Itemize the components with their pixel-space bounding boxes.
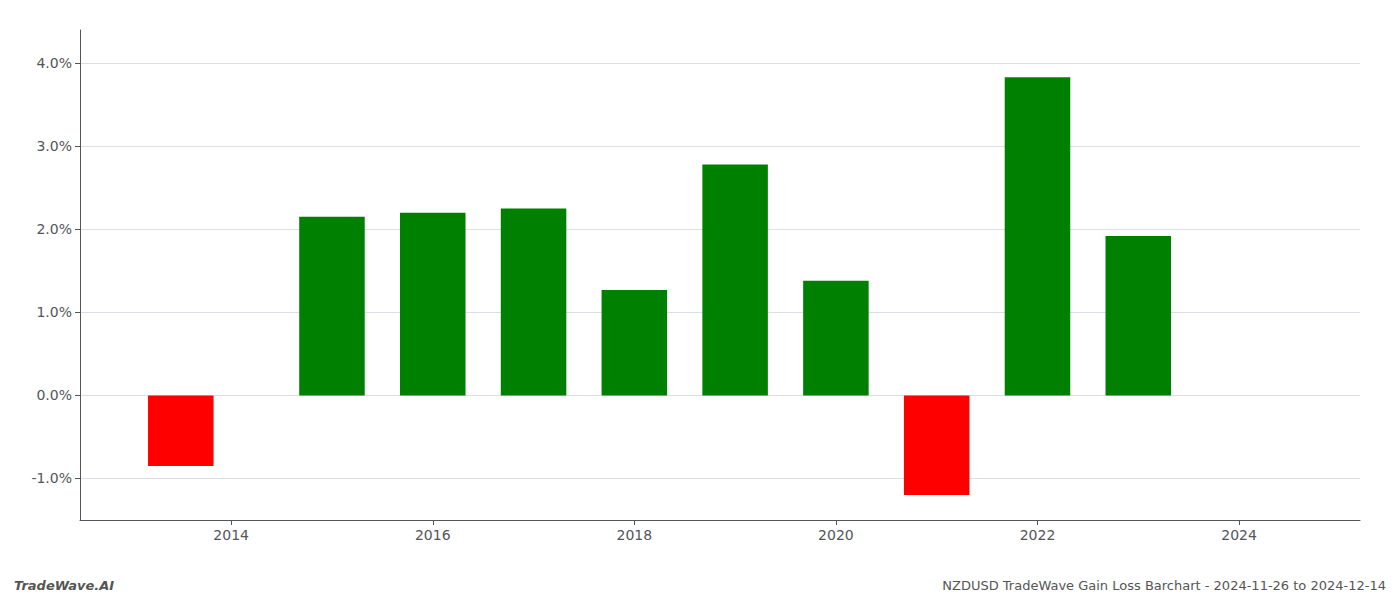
svg-text:2016: 2016 <box>415 527 451 543</box>
svg-text:4.0%: 4.0% <box>36 55 72 71</box>
svg-text:2014: 2014 <box>213 527 249 543</box>
svg-text:2018: 2018 <box>617 527 653 543</box>
svg-text:TradeWave.AI: TradeWave.AI <box>14 578 114 593</box>
svg-text:2022: 2022 <box>1020 527 1056 543</box>
svg-text:0.0%: 0.0% <box>36 387 72 403</box>
svg-text:2024: 2024 <box>1221 527 1257 543</box>
svg-text:2020: 2020 <box>818 527 854 543</box>
svg-text:NZDUSD TradeWave Gain Loss Bar: NZDUSD TradeWave Gain Loss Barchart - 20… <box>942 578 1386 593</box>
svg-text:3.0%: 3.0% <box>36 138 72 154</box>
svg-text:-1.0%: -1.0% <box>31 470 72 486</box>
svg-text:1.0%: 1.0% <box>36 304 72 320</box>
svg-text:2.0%: 2.0% <box>36 221 72 237</box>
